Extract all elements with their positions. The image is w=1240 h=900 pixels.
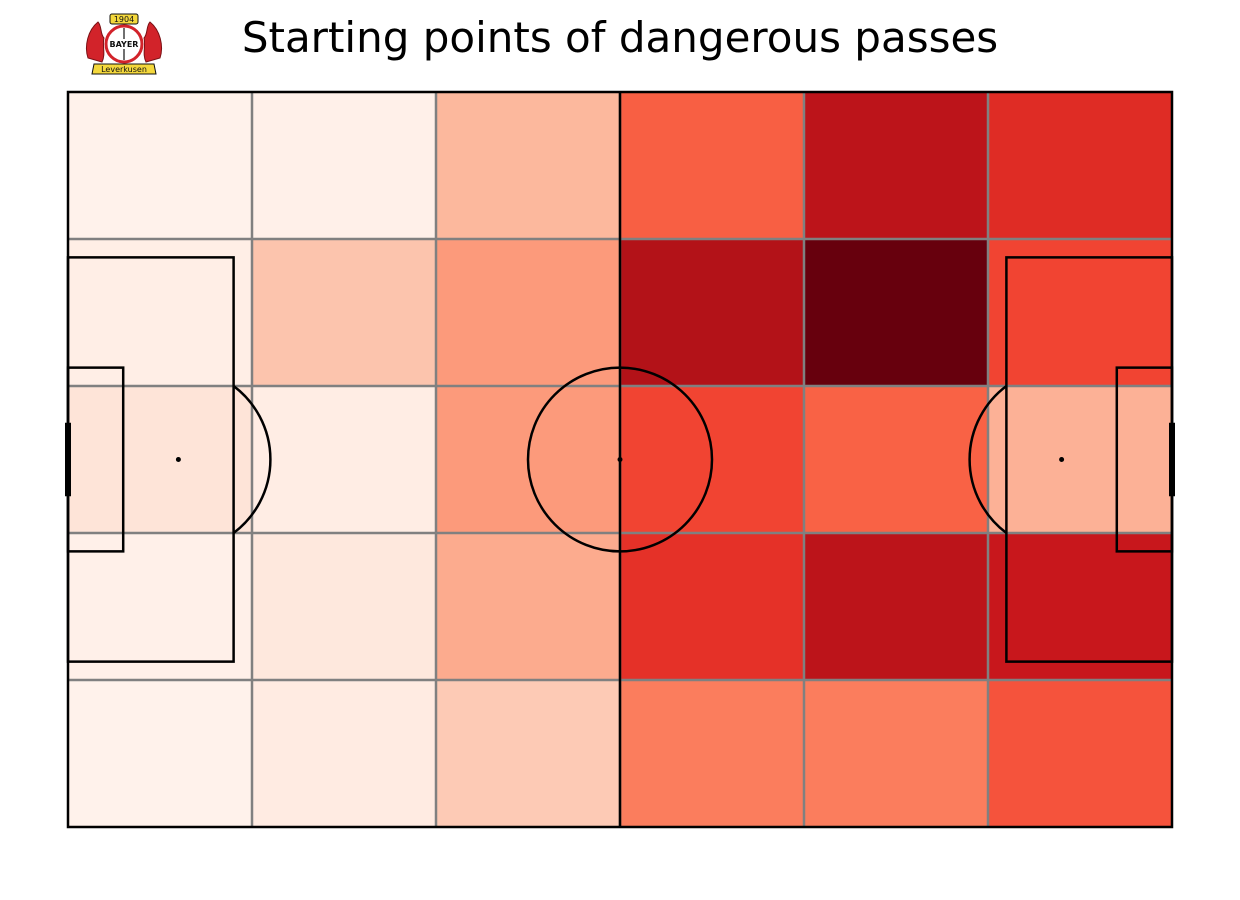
heatmap-cell-r2-c5 [988, 386, 1172, 533]
heatmap-cell-r2-c0 [68, 386, 252, 533]
logo-banner [91, 63, 157, 75]
heatmap-cell-r3-c2 [436, 533, 620, 680]
heatmap-cell-r4-c0 [68, 680, 252, 827]
heatmap-cell-r4-c4 [804, 680, 988, 827]
logo-year-bar [109, 13, 139, 25]
heatmap-cell-r3-c1 [252, 533, 436, 680]
heatmap-cell-r0-c4 [804, 92, 988, 239]
heatmap-cell-r4-c2 [436, 680, 620, 827]
logo-lion-right [143, 21, 163, 63]
heatmap-cell-r1-c0 [68, 239, 252, 386]
logo-word: BAYER [110, 40, 139, 49]
heatmap-cell-r3-c0 [68, 533, 252, 680]
chart-title: Starting points of dangerous passes [241, 13, 999, 62]
heatmap-cell-r2-c4 [804, 386, 988, 533]
heatmap-cell-r0-c5 [988, 92, 1172, 239]
logo-lion-left [85, 21, 105, 63]
logo-banner-text: Leverkusen [101, 65, 147, 74]
heatmap-cell-r1-c1 [252, 239, 436, 386]
logo-year: 1904 [114, 15, 134, 24]
heatmap-cell-r0-c3 [620, 92, 804, 239]
heatmap-cell-r3-c4 [804, 533, 988, 680]
heatmap-cell-r0-c1 [252, 92, 436, 239]
heatmap-cell-r4-c3 [620, 680, 804, 827]
heatmap-cell-r3-c5 [988, 533, 1172, 680]
heatmap-cell-r1-c3 [620, 239, 804, 386]
penalty-arc-left [232, 385, 272, 534]
heatmap-cell-r0-c2 [436, 92, 620, 239]
heatmap-cell-r4-c1 [252, 680, 436, 827]
logo-cross-circle [104, 24, 144, 64]
bayer-leverkusen-logo: 1904 BAYER Leverkusen [85, 13, 163, 75]
penalty-spot-left [175, 457, 181, 462]
heatmap-cell-r1-c5 [988, 239, 1172, 386]
heatmap-cell-r0-c0 [68, 92, 252, 239]
centre-circle [526, 366, 714, 553]
heatmap-cell-r2-c1 [252, 386, 436, 533]
centre-spot [617, 457, 623, 462]
heatmap-cell-r1-c2 [436, 239, 620, 386]
penalty-spot-right [1059, 457, 1065, 462]
heatmap-cell-r3-c3 [620, 533, 804, 680]
heatmap-cell-r4-c5 [988, 680, 1172, 827]
heatmap-cell-r1-c4 [804, 239, 988, 386]
penalty-arc-right [968, 385, 1008, 534]
